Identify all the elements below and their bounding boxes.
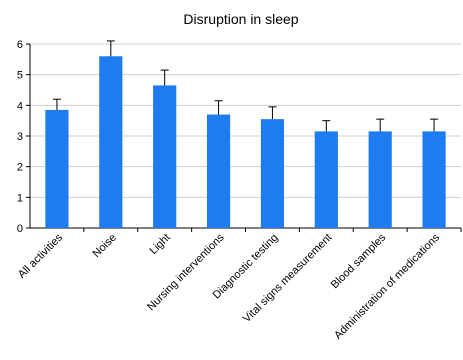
bar xyxy=(45,109,69,228)
y-tick-label: 5 xyxy=(17,70,23,82)
category-label: Noise xyxy=(91,232,119,260)
category-label: Administration of medications xyxy=(332,231,442,341)
category-label: Blood samples xyxy=(329,231,389,291)
y-tick-label: 6 xyxy=(17,39,23,51)
y-tick-label: 2 xyxy=(17,162,23,174)
y-tick-label: 0 xyxy=(17,223,23,235)
bar xyxy=(314,131,338,228)
category-label: All activities xyxy=(16,231,65,280)
axis-layer xyxy=(26,43,462,232)
y-tick-label: 4 xyxy=(17,100,23,112)
chart-title: Disruption in sleep xyxy=(183,11,298,27)
bar xyxy=(422,131,446,228)
bar xyxy=(153,85,177,229)
bar xyxy=(99,56,123,229)
bar xyxy=(368,131,392,228)
y-tick-label: 1 xyxy=(17,192,23,204)
y-tick-label: 3 xyxy=(17,131,23,143)
category-label: Vital signs measurement xyxy=(241,232,335,326)
category-label: Light xyxy=(147,232,172,257)
bar-layer xyxy=(45,40,446,229)
grid-layer xyxy=(30,43,461,198)
bar xyxy=(206,114,231,228)
bar xyxy=(260,119,285,228)
